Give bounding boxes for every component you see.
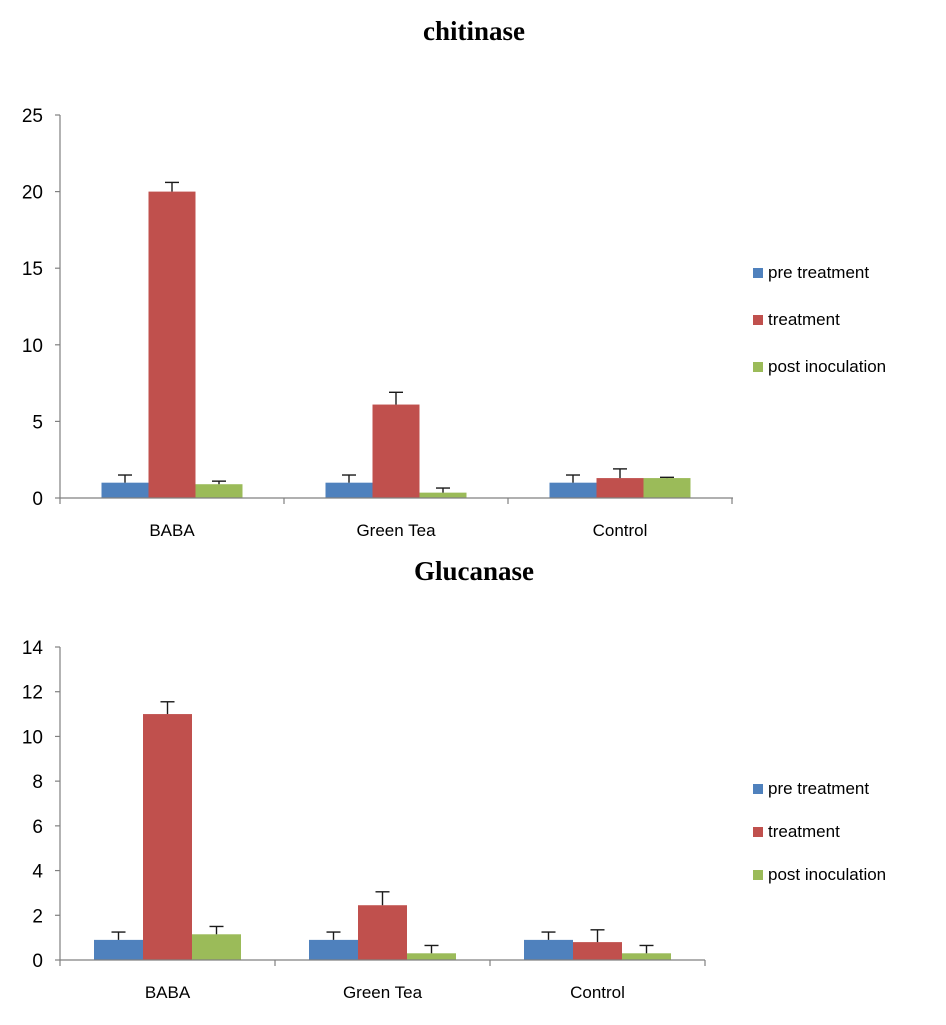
legend-label: post inoculation: [768, 357, 886, 376]
category-label: Control: [570, 983, 625, 1002]
y-tick-label: 0: [32, 489, 43, 510]
chitinase-chart: chitinase BABA Green Tea Control 0 5 10 15 20 25…: [22, 16, 886, 540]
legend-swatch: [753, 315, 763, 325]
legend-label: pre treatment: [768, 779, 869, 798]
bar: [94, 939, 143, 960]
bar: [573, 942, 622, 960]
y-tick-label: 5: [32, 412, 43, 433]
legend-label: pre treatment: [768, 263, 869, 282]
legend-swatch: [753, 827, 763, 837]
bar: [143, 714, 192, 960]
bar: [358, 905, 407, 960]
chart-title: Glucanase: [414, 556, 534, 586]
y-tick-label: 20: [22, 183, 43, 204]
legend: pre treatment treatment post inoculation: [753, 263, 886, 376]
category-label: Green Tea: [343, 983, 423, 1002]
legend-swatch: [753, 268, 763, 278]
bar: [195, 484, 243, 498]
bar: [309, 939, 358, 960]
bar: [325, 482, 373, 498]
legend-label: treatment: [768, 310, 840, 329]
category-label: BABA: [145, 983, 191, 1002]
y-tick-label: 4: [32, 862, 43, 883]
legend: pre treatment treatment post inoculation: [753, 779, 886, 884]
legend-swatch: [753, 362, 763, 372]
y-tick-label: 12: [22, 683, 43, 704]
category-label: Green Tea: [356, 521, 436, 540]
legend-label: post inoculation: [768, 865, 886, 884]
y-tick-label: 10: [22, 727, 43, 748]
bar: [549, 482, 597, 498]
bar: [643, 478, 691, 498]
glucanase-chart: Glucanase BABA Green Tea Control 0 2 4 6 8 10 12 1…: [22, 556, 886, 1002]
y-tick-label: 6: [32, 817, 43, 838]
chart-title: chitinase: [423, 16, 525, 46]
bar: [622, 953, 671, 960]
y-tick-label: 10: [22, 336, 43, 357]
bar: [101, 482, 149, 498]
bar: [524, 939, 573, 960]
y-tick-label: 0: [32, 951, 43, 972]
legend-label: treatment: [768, 822, 840, 841]
y-tick-label: 8: [32, 772, 43, 793]
category-label: BABA: [149, 521, 195, 540]
bar: [407, 953, 456, 960]
y-tick-label: 25: [22, 106, 43, 127]
legend-swatch: [753, 784, 763, 794]
y-tick-label: 14: [22, 638, 44, 659]
bar: [372, 404, 420, 498]
bar: [192, 934, 241, 960]
y-tick-label: 2: [32, 906, 43, 927]
y-tick-label: 15: [22, 259, 43, 280]
bar: [419, 492, 467, 498]
bar: [148, 191, 196, 498]
legend-swatch: [753, 870, 763, 880]
category-label: Control: [593, 521, 648, 540]
bar: [596, 478, 644, 498]
